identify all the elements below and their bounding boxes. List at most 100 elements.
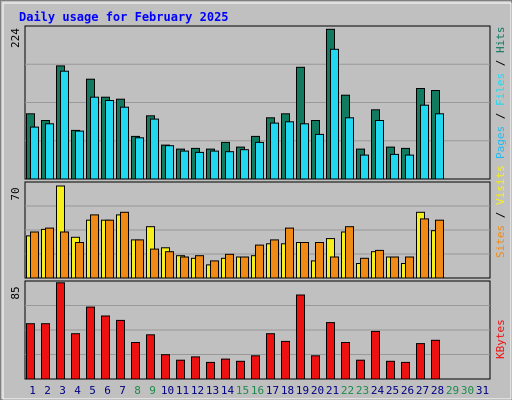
day-label: 28 [431, 384, 444, 397]
bar-kbytes-18 [281, 340, 290, 380]
bar-files-3 [60, 70, 69, 180]
bar-sites-23 [360, 257, 369, 279]
legend-entry: Pages [494, 126, 507, 159]
bar-sites-1 [30, 231, 39, 279]
panel-legend: KBytes [494, 319, 507, 359]
day-label: 23 [356, 384, 369, 397]
y-max-label: 85 [9, 286, 22, 299]
bar-files-21 [330, 48, 339, 180]
bar-sites-7 [120, 211, 129, 279]
bar-sites-4 [75, 242, 84, 279]
bar-sites-13 [210, 260, 219, 279]
bar-kbytes-23 [356, 359, 365, 380]
bar-sites-14 [225, 253, 234, 279]
panel-visits-sites: 70 Sites / Visits [9, 165, 507, 279]
bar-sites-25 [390, 256, 399, 279]
bar-sites-5 [90, 214, 99, 279]
bar-files-4 [75, 130, 84, 180]
bar-files-1 [30, 126, 39, 180]
day-label: 26 [401, 384, 414, 397]
bar-files-14 [225, 151, 234, 180]
bar-kbytes-24 [371, 330, 380, 380]
day-label: 4 [74, 384, 81, 397]
day-label: 10 [161, 384, 174, 397]
bar-files-9 [150, 118, 159, 180]
panel-legend: Pages / Files / Hits [494, 27, 507, 160]
legend-entry: Sites [494, 225, 507, 258]
day-label: 5 [89, 384, 96, 397]
bar-files-5 [90, 96, 99, 180]
bar-kbytes-21 [326, 322, 335, 380]
bar-files-16 [255, 141, 264, 180]
day-label: 9 [149, 384, 156, 397]
bar-kbytes-16 [251, 355, 260, 380]
bar-files-2 [45, 123, 54, 180]
bar-sites-2 [45, 227, 54, 279]
bar-files-20 [315, 133, 324, 180]
day-label: 8 [134, 384, 141, 397]
legend-entry: Files [494, 73, 507, 106]
bar-sites-20 [315, 242, 324, 279]
bar-sites-28 [435, 219, 444, 279]
day-label: 11 [176, 384, 189, 397]
bar-kbytes-15 [236, 360, 245, 380]
bar-sites-19 [300, 242, 309, 279]
day-label: 22 [341, 384, 354, 397]
bar-kbytes-14 [221, 358, 230, 380]
legend-entry: / [494, 53, 507, 73]
bar-files-13 [210, 150, 219, 180]
bar-files-24 [375, 120, 384, 180]
day-label: 7 [119, 384, 126, 397]
bar-kbytes-9 [146, 334, 155, 380]
bar-kbytes-8 [131, 342, 140, 380]
day-label: 14 [221, 384, 235, 397]
bar-files-23 [360, 154, 369, 180]
bar-kbytes-22 [341, 342, 350, 380]
bar-files-7 [120, 106, 129, 180]
bar-files-15 [240, 149, 249, 180]
bar-sites-6 [105, 219, 114, 279]
bar-kbytes-10 [161, 354, 170, 380]
y-max-label: 224 [9, 28, 22, 48]
bar-sites-18 [285, 227, 294, 279]
bar-kbytes-20 [311, 355, 320, 380]
legend-entry: / [494, 205, 507, 225]
bar-sites-26 [405, 256, 414, 279]
bar-files-19 [300, 123, 309, 180]
bar-files-17 [270, 122, 279, 180]
bar-kbytes-5 [86, 306, 95, 380]
bar-kbytes-12 [191, 356, 200, 380]
y-max-label: 70 [9, 187, 22, 200]
bar-sites-21 [330, 256, 339, 279]
bar-files-25 [390, 153, 399, 180]
bar-sites-24 [375, 249, 384, 279]
bar-files-11 [180, 150, 189, 180]
bar-sites-16 [255, 244, 264, 279]
bar-sites-12 [195, 255, 204, 279]
bar-sites-27 [420, 218, 429, 279]
bar-sites-3 [60, 231, 69, 279]
day-label: 12 [191, 384, 204, 397]
bar-files-28 [435, 113, 444, 180]
day-label: 20 [311, 384, 324, 397]
bar-kbytes-3 [56, 282, 65, 380]
legend-entry: KBytes [494, 319, 507, 359]
panel-kbytes: 85 KBytes [9, 280, 507, 380]
bar-kbytes-4 [71, 333, 80, 380]
bar-files-22 [345, 117, 354, 180]
bar-files-10 [165, 145, 174, 180]
bar-sites-22 [345, 226, 354, 279]
day-label: 3 [59, 384, 66, 397]
day-label: 1 [29, 384, 36, 397]
bar-kbytes-17 [266, 333, 275, 380]
bar-kbytes-25 [386, 360, 395, 380]
bar-kbytes-27 [416, 343, 425, 380]
day-label: 17 [266, 384, 279, 397]
legend-entry: / [494, 106, 507, 126]
chart-panels: 224 Pages / Files / Hits 70 Sites / Visits 8… [9, 25, 507, 380]
bar-kbytes-13 [206, 361, 215, 380]
panel-hits-files-pages: 224 Pages / Files / Hits [9, 25, 507, 180]
panel-legend: Sites / Visits [494, 165, 507, 258]
bar-sites-17 [270, 239, 279, 279]
